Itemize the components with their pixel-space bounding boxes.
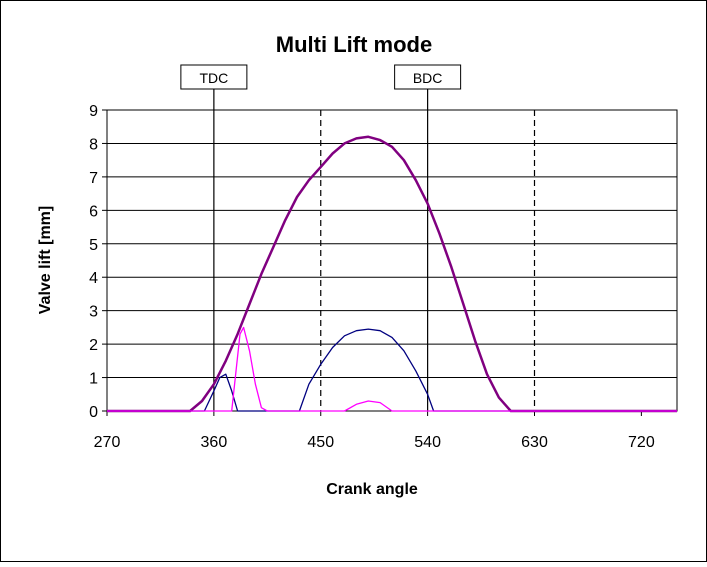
x-tick-label: 270 [94,434,121,451]
chart-title: Multi Lift mode [276,32,432,57]
y-tick-label: 0 [89,404,98,421]
y-tick-label: 1 [89,371,98,388]
y-tick-label: 2 [89,337,98,354]
reference-label-box [180,64,248,90]
x-tick-label: 630 [521,434,548,451]
y-tick-label: 3 [89,304,98,321]
y-tick-label: 4 [89,270,98,287]
x-axis-label: Crank angle [326,481,418,498]
x-tick-label: 720 [628,434,655,451]
x-tick-label: 450 [307,434,334,451]
y-tick-label: 7 [89,170,98,187]
reference-label: BDC [413,70,443,86]
x-tick-label: 360 [201,434,228,451]
reference-label-box [394,64,462,90]
x-tick-label: 540 [414,434,441,451]
y-tick-label: 5 [89,237,98,254]
y-axis-label: Valve lift [mm] [37,206,54,314]
y-tick-label: 9 [89,103,98,120]
series-line [107,326,677,412]
series-line [107,135,677,413]
y-tick-label: 6 [89,203,98,220]
series-line [107,328,677,412]
y-tick-label: 8 [89,136,98,153]
reference-label: TDC [199,70,228,86]
